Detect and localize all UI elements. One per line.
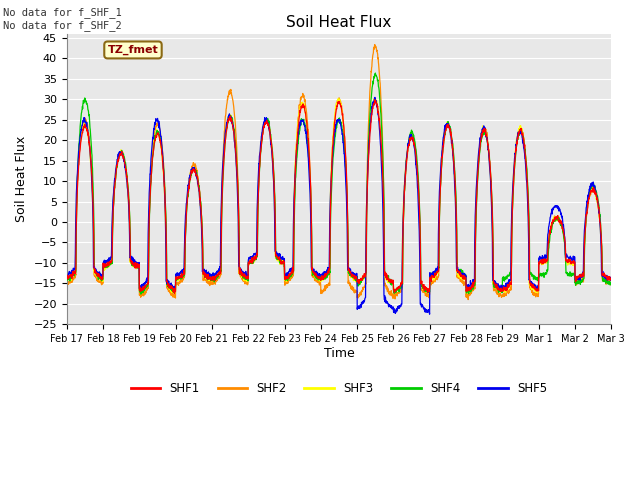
Title: Soil Heat Flux: Soil Heat Flux [286, 15, 392, 30]
X-axis label: Time: Time [324, 347, 355, 360]
Text: TZ_fmet: TZ_fmet [108, 45, 158, 55]
Y-axis label: Soil Heat Flux: Soil Heat Flux [15, 136, 28, 222]
Legend: SHF1, SHF2, SHF3, SHF4, SHF5: SHF1, SHF2, SHF3, SHF4, SHF5 [126, 377, 552, 399]
Text: No data for f_SHF_1
No data for f_SHF_2: No data for f_SHF_1 No data for f_SHF_2 [3, 7, 122, 31]
